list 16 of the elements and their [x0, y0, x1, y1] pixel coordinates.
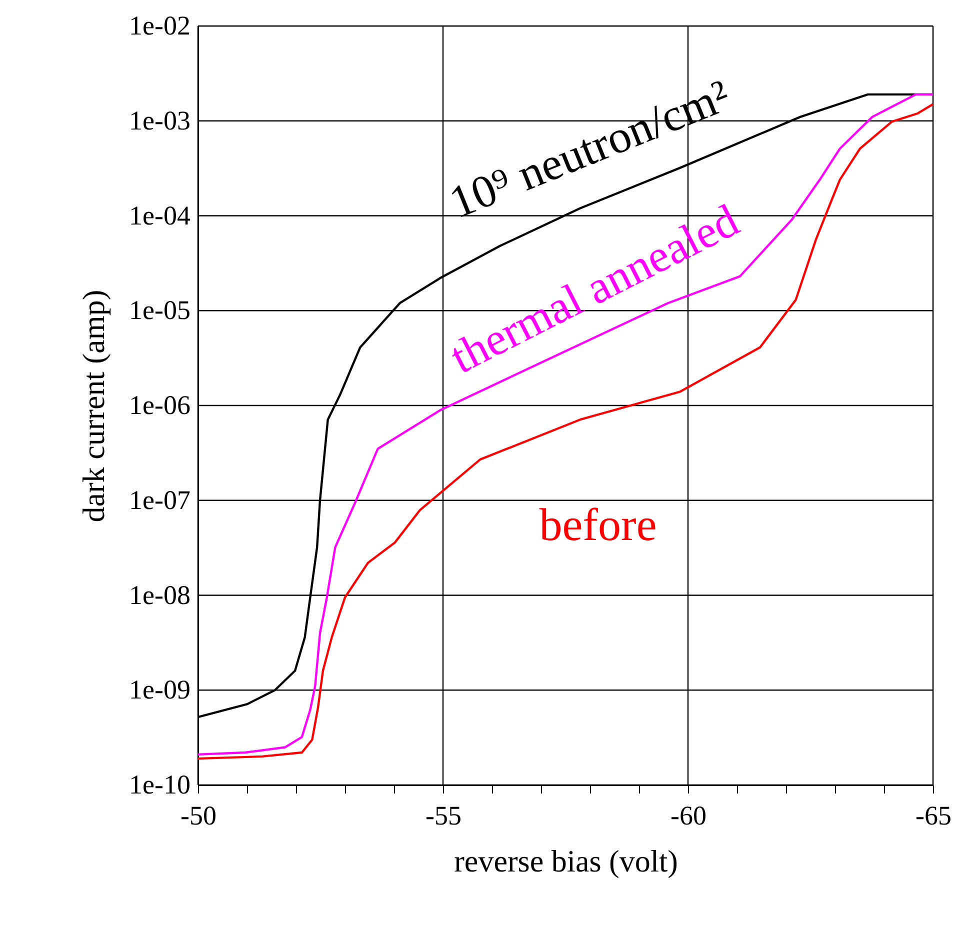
x-tick-label: -60 [670, 800, 706, 830]
y-tick-label: 1e-06 [129, 390, 190, 420]
y-tick-label: 1e-03 [129, 105, 190, 136]
x-tick-label: -55 [426, 800, 462, 830]
y-tick-label: 1e-05 [129, 295, 190, 326]
y-axis-title: dark current (amp) [76, 290, 112, 522]
y-tick-label: 1e-08 [129, 580, 190, 610]
x-tick-label: -50 [180, 800, 216, 830]
series-label: before [539, 499, 657, 550]
y-tick-label: 1e-04 [129, 200, 191, 230]
y-tick-label: 1e-10 [129, 770, 190, 800]
y-tick-label: 1e-02 [129, 10, 190, 40]
x-tick-label: -65 [916, 800, 952, 830]
y-tick-label: 1e-07 [129, 484, 190, 515]
y-tick-label: 1e-09 [129, 674, 190, 705]
x-axis-title: reverse bias (volt) [454, 844, 678, 878]
